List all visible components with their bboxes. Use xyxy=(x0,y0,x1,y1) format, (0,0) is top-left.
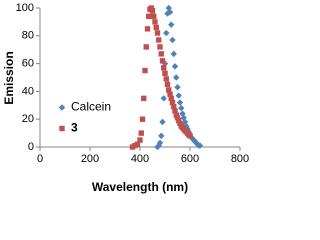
x-tick-label: 400 xyxy=(131,153,149,165)
point xyxy=(163,29,170,37)
legend-marker xyxy=(59,125,65,132)
point xyxy=(164,81,171,88)
point xyxy=(151,13,157,20)
point xyxy=(168,95,174,102)
point xyxy=(156,139,164,147)
point xyxy=(152,19,158,25)
point xyxy=(161,65,167,71)
legend-marker xyxy=(58,104,66,111)
point xyxy=(176,99,184,106)
point xyxy=(154,30,161,36)
point xyxy=(180,114,187,122)
x-tick-label: 0 xyxy=(37,153,43,165)
point xyxy=(134,141,141,147)
point xyxy=(139,116,146,122)
legend-label: 3 xyxy=(71,121,78,135)
point xyxy=(171,103,177,110)
point xyxy=(160,95,167,102)
point xyxy=(141,95,147,102)
point xyxy=(187,133,193,139)
point xyxy=(176,117,182,124)
point xyxy=(157,44,163,50)
x-tick-label: 200 xyxy=(81,153,99,165)
point xyxy=(169,36,176,44)
point xyxy=(158,132,165,140)
point xyxy=(161,60,169,67)
point xyxy=(162,70,168,77)
point xyxy=(174,115,181,121)
point xyxy=(167,91,173,97)
point xyxy=(170,50,177,58)
y-tick-label: 60 xyxy=(22,58,34,70)
point xyxy=(178,104,185,112)
x-tick-label: 600 xyxy=(181,153,199,165)
y-tick-label: 80 xyxy=(22,30,34,42)
point xyxy=(177,120,183,127)
x-axis-title: Wavelength (nm) xyxy=(92,180,188,194)
point xyxy=(158,51,164,57)
point xyxy=(171,63,179,70)
point xyxy=(166,8,174,16)
point xyxy=(137,137,143,143)
y-tick-label: 40 xyxy=(22,85,34,97)
point xyxy=(175,92,182,99)
point xyxy=(159,118,166,126)
point xyxy=(169,99,176,106)
point xyxy=(149,8,156,14)
y-tick-label: 20 xyxy=(22,113,34,125)
point xyxy=(179,110,186,117)
point xyxy=(172,108,178,114)
point xyxy=(168,21,175,28)
y-axis-title: Emission xyxy=(2,51,16,104)
point xyxy=(144,26,151,32)
y-tick-label: 0 xyxy=(28,141,34,153)
point xyxy=(153,24,159,31)
point xyxy=(166,87,172,93)
point xyxy=(163,76,169,82)
point xyxy=(173,112,179,118)
point xyxy=(159,58,166,64)
point xyxy=(146,13,152,20)
point xyxy=(183,122,190,130)
x-tick-label: 800 xyxy=(231,153,249,165)
y-tick-label: 100 xyxy=(16,2,34,14)
point xyxy=(143,44,149,50)
point xyxy=(148,5,154,11)
chart: Wavelength (nm) Emission 0 20 40 60 80 100 0 20… xyxy=(2,2,249,194)
point xyxy=(196,142,204,149)
point xyxy=(174,84,181,91)
point xyxy=(165,4,172,12)
point xyxy=(164,10,171,17)
legend-label: Calcein xyxy=(71,100,111,114)
point xyxy=(181,118,189,126)
point xyxy=(173,74,180,81)
point xyxy=(138,130,144,136)
point xyxy=(142,67,148,74)
point xyxy=(156,37,162,43)
